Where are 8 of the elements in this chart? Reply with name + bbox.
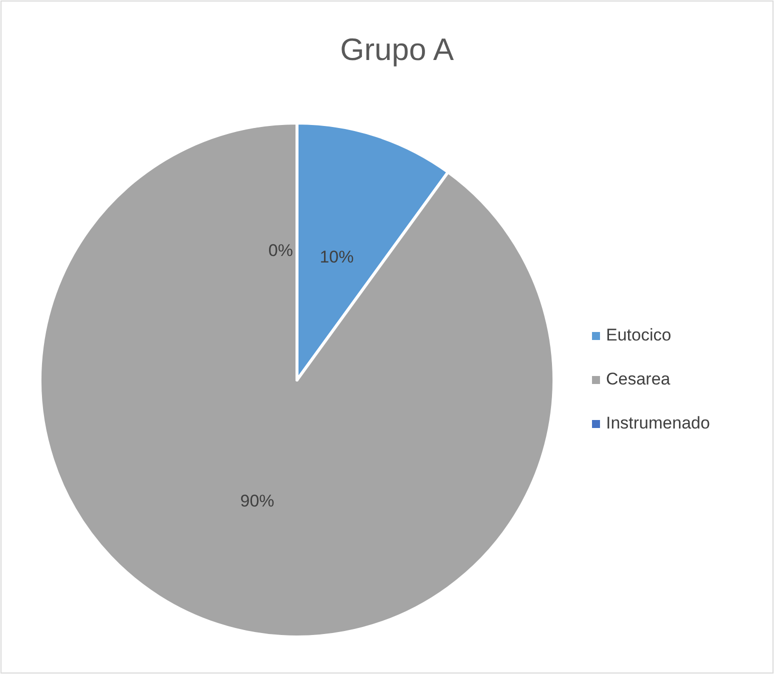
legend-label: Instrumenado: [606, 413, 710, 432]
text: 0%: [268, 240, 293, 260]
legend-label: Eutocico: [606, 325, 672, 344]
data-label: 90%: [240, 492, 274, 511]
legend-label: Cesarea: [606, 369, 671, 388]
chart-title: Grupo A: [340, 32, 454, 68]
data-label: 10%: [320, 247, 354, 266]
pie-slice: [38, 122, 556, 638]
